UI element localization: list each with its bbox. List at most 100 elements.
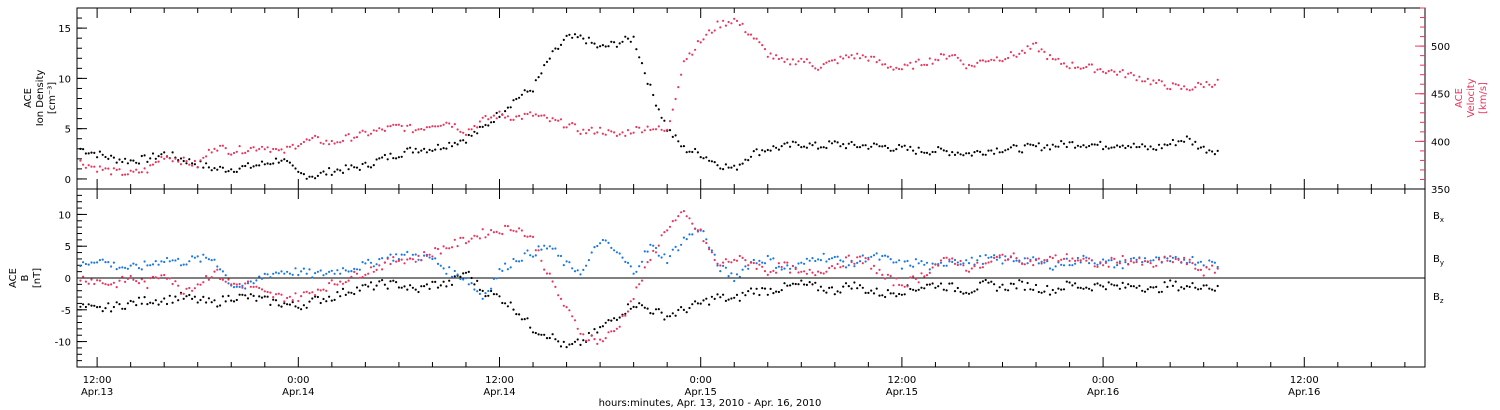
data-point (353, 267, 356, 270)
data-point (414, 129, 417, 132)
data-point (84, 305, 87, 309)
data-point (573, 33, 577, 36)
data-point (383, 153, 386, 157)
x-tick-time: 0:00 (287, 375, 309, 386)
data-point (674, 245, 677, 248)
data-point (640, 304, 644, 307)
data-point (330, 299, 333, 302)
data-point (389, 262, 392, 266)
data-point (255, 285, 258, 288)
data-point (576, 130, 579, 133)
data-point (1104, 288, 1107, 291)
data-point (311, 291, 314, 294)
data-point (808, 281, 811, 284)
data-point (520, 229, 524, 232)
data-point (613, 330, 616, 333)
data-point (272, 162, 275, 165)
data-point (822, 272, 825, 275)
data-point (696, 40, 700, 43)
data-point (842, 285, 845, 288)
data-point (1015, 259, 1018, 262)
data-point (230, 153, 233, 156)
data-point (1194, 263, 1197, 266)
data-point (512, 99, 515, 102)
data-point (397, 286, 400, 289)
data-point (476, 279, 479, 282)
data-point (735, 259, 739, 262)
data-point (780, 289, 783, 292)
data-point (501, 269, 504, 272)
data-point (188, 286, 191, 290)
data-point (146, 286, 149, 290)
data-point (649, 312, 652, 315)
data-point (794, 63, 797, 66)
data-point (403, 150, 406, 153)
data-point (1199, 146, 1202, 149)
data-point (361, 162, 364, 166)
data-point (730, 297, 733, 300)
data-point (149, 157, 152, 160)
data-point (157, 263, 160, 266)
data-point (1085, 146, 1088, 149)
data-point (344, 281, 347, 284)
data-point (769, 258, 772, 261)
data-point (205, 162, 208, 165)
data-point (738, 254, 741, 258)
data-point (230, 283, 233, 286)
data-point (875, 61, 878, 64)
x-tick-date: Apr.16 (1288, 387, 1320, 398)
data-point (599, 242, 602, 245)
data-point (666, 261, 669, 265)
data-point (484, 123, 487, 127)
data-point (973, 290, 976, 293)
data-point (1065, 145, 1068, 149)
data-point (199, 260, 202, 263)
data-point (909, 264, 912, 267)
data-point (235, 283, 238, 286)
data-point (330, 139, 333, 143)
data-point (674, 314, 677, 317)
data-point (1143, 145, 1147, 148)
data-point (417, 128, 420, 131)
data-point (1065, 253, 1068, 256)
data-point (984, 153, 987, 156)
x-tick-time: 12:00 (485, 375, 514, 386)
data-point (830, 265, 834, 268)
data-point (1090, 259, 1093, 262)
data-point (448, 141, 451, 144)
data-point (1065, 65, 1068, 68)
data-point (719, 167, 722, 170)
data-point (1205, 80, 1208, 84)
data-point (358, 289, 361, 292)
data-point (615, 251, 619, 254)
data-point (177, 299, 180, 302)
data-point (618, 133, 621, 136)
data-point (523, 318, 526, 321)
data-point (959, 263, 962, 266)
data-point (872, 264, 876, 267)
data-point (135, 280, 138, 283)
data-point (878, 145, 881, 148)
data-point (674, 134, 677, 137)
data-point (302, 140, 305, 144)
data-point (1141, 80, 1144, 83)
data-point (559, 254, 563, 258)
data-point (372, 288, 375, 291)
data-point (459, 139, 462, 142)
data-point (381, 156, 384, 159)
data-point (462, 272, 465, 275)
data-point (260, 145, 264, 148)
data-point (523, 89, 526, 92)
data-point (870, 289, 873, 292)
data-point (537, 114, 540, 118)
data-point (540, 72, 543, 75)
data-point (280, 159, 283, 162)
data-point (1018, 150, 1021, 153)
data-point (431, 149, 434, 152)
data-point (699, 41, 702, 44)
data-point (347, 168, 350, 171)
data-point (540, 259, 543, 262)
data-point (931, 262, 934, 265)
data-point (660, 128, 663, 131)
data-point (174, 280, 177, 283)
